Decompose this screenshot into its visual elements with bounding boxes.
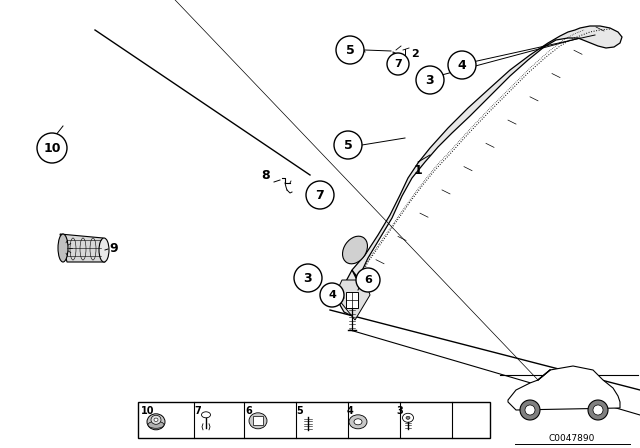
Ellipse shape — [151, 415, 161, 424]
Circle shape — [387, 53, 409, 75]
Text: 3: 3 — [397, 406, 403, 416]
Ellipse shape — [342, 236, 367, 264]
Circle shape — [336, 36, 364, 64]
Text: 10: 10 — [141, 406, 155, 416]
Text: 5: 5 — [296, 406, 303, 416]
Text: 1: 1 — [413, 164, 422, 177]
Circle shape — [416, 66, 444, 94]
Text: 4: 4 — [347, 406, 353, 416]
Ellipse shape — [403, 414, 413, 422]
Circle shape — [37, 133, 67, 163]
Polygon shape — [508, 366, 620, 410]
Circle shape — [334, 131, 362, 159]
Ellipse shape — [147, 414, 165, 430]
Text: 5: 5 — [344, 138, 353, 151]
Ellipse shape — [249, 413, 267, 429]
Ellipse shape — [349, 415, 367, 429]
Ellipse shape — [406, 416, 410, 419]
Text: 7: 7 — [394, 59, 402, 69]
Polygon shape — [340, 26, 622, 315]
Text: 4: 4 — [458, 59, 467, 72]
Text: 7: 7 — [195, 406, 202, 416]
Ellipse shape — [99, 238, 109, 262]
Text: 2: 2 — [411, 49, 419, 59]
FancyBboxPatch shape — [253, 416, 263, 425]
Ellipse shape — [154, 418, 158, 422]
Circle shape — [356, 268, 380, 292]
Text: 10: 10 — [44, 142, 61, 155]
FancyBboxPatch shape — [138, 402, 490, 438]
Ellipse shape — [58, 234, 68, 262]
FancyBboxPatch shape — [346, 292, 358, 308]
Text: C0047890: C0047890 — [549, 434, 595, 443]
Text: 7: 7 — [316, 189, 324, 202]
Text: 4: 4 — [328, 290, 336, 300]
Ellipse shape — [354, 419, 362, 425]
Text: 3: 3 — [426, 73, 435, 86]
Circle shape — [520, 400, 540, 420]
Circle shape — [294, 264, 322, 292]
Ellipse shape — [202, 412, 211, 418]
Circle shape — [306, 181, 334, 209]
Circle shape — [448, 51, 476, 79]
Polygon shape — [60, 234, 105, 262]
Text: 8: 8 — [261, 168, 270, 181]
Circle shape — [593, 405, 603, 415]
Circle shape — [525, 405, 535, 415]
Text: 6: 6 — [246, 406, 252, 416]
Circle shape — [588, 400, 608, 420]
Text: 3: 3 — [304, 271, 312, 284]
Text: 5: 5 — [346, 43, 355, 56]
Text: 6: 6 — [364, 275, 372, 285]
Circle shape — [320, 283, 344, 307]
Ellipse shape — [148, 421, 164, 428]
Text: 9: 9 — [109, 241, 118, 254]
Polygon shape — [335, 280, 370, 320]
